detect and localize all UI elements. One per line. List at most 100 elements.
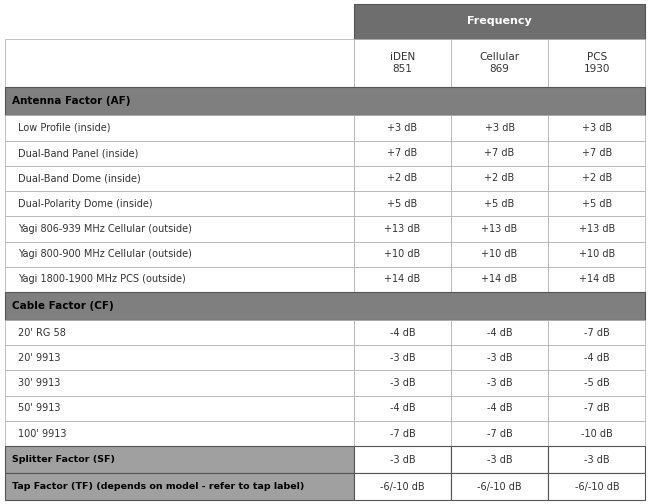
Bar [548, 320, 645, 345]
Bar [451, 421, 548, 446]
Text: -3 dB: -3 dB [487, 353, 512, 363]
Text: +10 dB: +10 dB [384, 249, 421, 259]
Bar [451, 241, 548, 267]
Text: Antenna Factor (AF): Antenna Factor (AF) [12, 96, 130, 106]
Text: 50' 9913: 50' 9913 [18, 403, 60, 413]
Text: 20' RG 58: 20' RG 58 [18, 328, 66, 338]
Text: 30' 9913: 30' 9913 [18, 378, 60, 388]
Bar [5, 166, 354, 191]
Bar [5, 370, 354, 396]
Bar [354, 473, 451, 500]
Text: +2 dB: +2 dB [484, 173, 515, 183]
Bar [548, 216, 645, 241]
Bar [5, 473, 354, 500]
Text: +2 dB: +2 dB [387, 173, 417, 183]
Bar [451, 191, 548, 216]
Bar [548, 267, 645, 292]
Text: +7 dB: +7 dB [387, 148, 417, 158]
Bar [548, 191, 645, 216]
Bar [548, 473, 645, 500]
Text: Cable Factor (CF): Cable Factor (CF) [12, 301, 114, 311]
Bar [5, 241, 354, 267]
Text: +2 dB: +2 dB [582, 173, 612, 183]
Bar [5, 141, 354, 166]
Text: Yagi 1800-1900 MHz PCS (outside): Yagi 1800-1900 MHz PCS (outside) [18, 274, 186, 284]
Text: PCS
1930: PCS 1930 [584, 52, 610, 74]
Text: Cellular
869: Cellular 869 [480, 52, 519, 74]
Bar [451, 267, 548, 292]
Text: -6/-10 dB: -6/-10 dB [477, 481, 522, 491]
Text: -7 dB: -7 dB [584, 403, 610, 413]
Text: +14 dB: +14 dB [578, 274, 615, 284]
Text: +13 dB: +13 dB [578, 224, 615, 234]
Bar [354, 166, 451, 191]
Text: -5 dB: -5 dB [584, 378, 610, 388]
Text: 20' 9913: 20' 9913 [18, 353, 60, 363]
Bar [548, 345, 645, 370]
Bar [548, 421, 645, 446]
Text: Dual-Band Dome (inside): Dual-Band Dome (inside) [18, 173, 141, 183]
Bar [548, 166, 645, 191]
Bar [5, 191, 354, 216]
Bar [5, 115, 354, 141]
Bar [354, 421, 451, 446]
Text: +10 dB: +10 dB [578, 249, 615, 259]
Bar [5, 216, 354, 241]
Bar [5, 87, 645, 115]
Bar [5, 320, 354, 345]
Text: +10 dB: +10 dB [482, 249, 518, 259]
Bar [354, 320, 451, 345]
Bar [5, 39, 354, 87]
Text: +14 dB: +14 dB [482, 274, 518, 284]
Text: iDEN
851: iDEN 851 [390, 52, 415, 74]
Text: -4 dB: -4 dB [487, 403, 512, 413]
Bar [5, 396, 354, 421]
Bar [354, 241, 451, 267]
Bar [548, 241, 645, 267]
Bar [451, 446, 548, 473]
Bar [354, 446, 451, 473]
Bar [354, 4, 645, 39]
Bar [354, 396, 451, 421]
Text: -3 dB: -3 dB [487, 378, 512, 388]
Bar [548, 141, 645, 166]
Bar [548, 446, 645, 473]
Bar [354, 216, 451, 241]
Bar [354, 370, 451, 396]
Text: Dual-Band Panel (inside): Dual-Band Panel (inside) [18, 148, 138, 158]
Text: -6/-10 dB: -6/-10 dB [380, 481, 424, 491]
Bar [451, 166, 548, 191]
Bar [451, 370, 548, 396]
Bar [354, 115, 451, 141]
Text: +13 dB: +13 dB [482, 224, 518, 234]
Bar [451, 473, 548, 500]
Text: -3 dB: -3 dB [389, 353, 415, 363]
Bar [5, 345, 354, 370]
Text: Low Profile (inside): Low Profile (inside) [18, 123, 111, 133]
Text: +14 dB: +14 dB [384, 274, 421, 284]
Text: Yagi 806-939 MHz Cellular (outside): Yagi 806-939 MHz Cellular (outside) [18, 224, 192, 234]
Text: Frequency: Frequency [467, 17, 532, 27]
Bar [451, 115, 548, 141]
Bar [451, 345, 548, 370]
Text: +5 dB: +5 dB [582, 199, 612, 209]
Text: +5 dB: +5 dB [387, 199, 417, 209]
Bar [354, 345, 451, 370]
Bar [5, 446, 354, 473]
Text: -4 dB: -4 dB [487, 328, 512, 338]
Text: Tap Factor (TF) (depends on model - refer to tap label): Tap Factor (TF) (depends on model - refe… [12, 482, 304, 491]
Bar [548, 115, 645, 141]
Text: -3 dB: -3 dB [584, 455, 610, 465]
Text: -4 dB: -4 dB [389, 328, 415, 338]
Bar [5, 421, 354, 446]
Text: -7 dB: -7 dB [487, 428, 512, 438]
Text: -7 dB: -7 dB [584, 328, 610, 338]
Bar [548, 39, 645, 87]
Text: 100' 9913: 100' 9913 [18, 428, 67, 438]
Text: +7 dB: +7 dB [484, 148, 515, 158]
Text: Splitter Factor (SF): Splitter Factor (SF) [12, 455, 114, 464]
Bar [5, 4, 354, 39]
Text: Yagi 800-900 MHz Cellular (outside): Yagi 800-900 MHz Cellular (outside) [18, 249, 192, 259]
Bar [451, 396, 548, 421]
Text: +13 dB: +13 dB [384, 224, 421, 234]
